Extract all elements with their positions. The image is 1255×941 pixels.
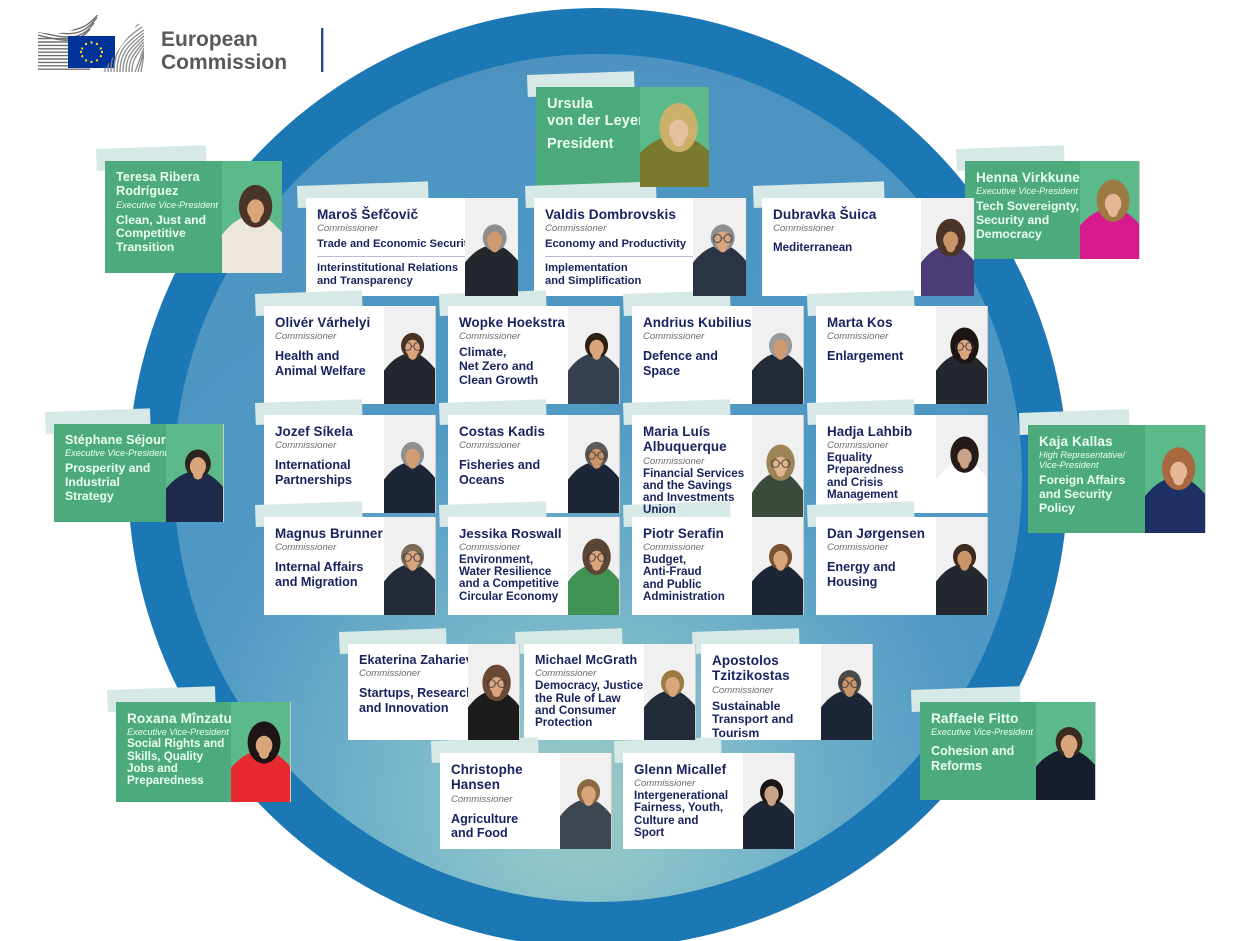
- svg-text:Commission: Commission: [161, 51, 287, 74]
- svg-text:European: European: [161, 28, 258, 51]
